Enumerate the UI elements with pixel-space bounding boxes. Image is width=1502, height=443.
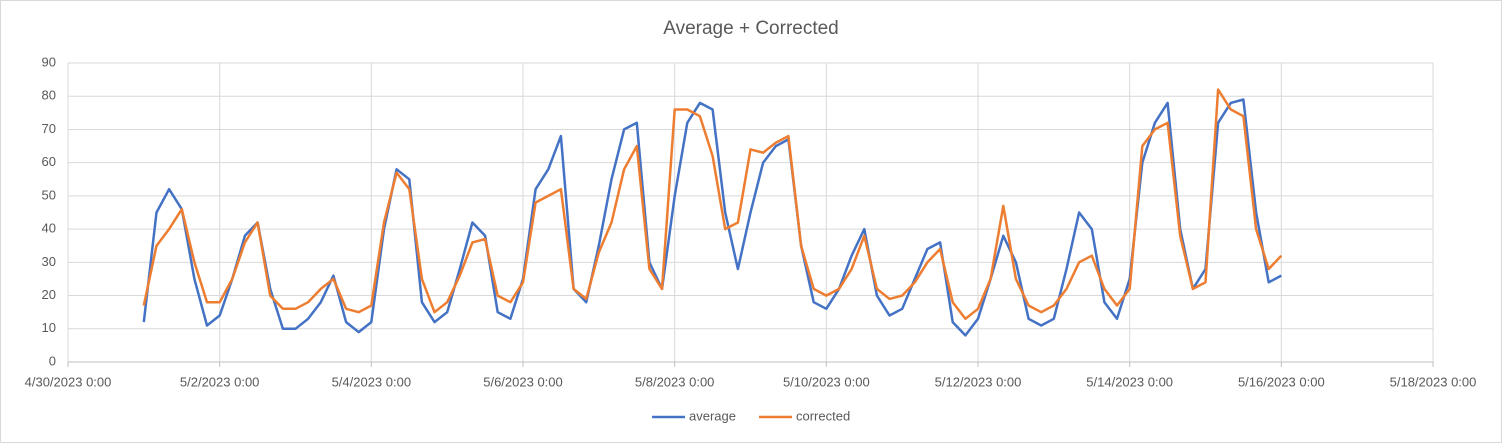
- y-tick-label: 90: [42, 54, 56, 69]
- x-tick-label: 5/6/2023 0:00: [483, 374, 563, 389]
- y-tick-label: 70: [42, 121, 56, 136]
- x-tick-label: 5/4/2023 0:00: [332, 374, 412, 389]
- y-tick-label: 50: [42, 187, 56, 202]
- legend-label: corrected: [796, 408, 850, 423]
- y-tick-label: 60: [42, 154, 56, 169]
- legend-label: average: [689, 408, 736, 423]
- chart-title: Average + Corrected: [663, 18, 839, 39]
- x-tick-label: 5/14/2023 0:00: [1086, 374, 1173, 389]
- y-tick-label: 0: [49, 353, 56, 368]
- x-tick-label: 5/12/2023 0:00: [935, 374, 1022, 389]
- y-tick-label: 30: [42, 254, 56, 269]
- data-line: [142, 88, 1283, 321]
- y-tick-label: 20: [42, 287, 56, 302]
- x-tick-label: 4/30/2023 0:00: [25, 374, 112, 389]
- x-tick-label: 5/16/2023 0:00: [1238, 374, 1325, 389]
- y-tick-label: 80: [42, 88, 56, 103]
- y-tick-label: 40: [42, 221, 56, 236]
- x-tick-label: 5/10/2023 0:00: [783, 374, 870, 389]
- x-tick-label: 5/18/2023 0:00: [1390, 374, 1477, 389]
- x-tick-label: 5/8/2023 0:00: [635, 374, 715, 389]
- data-line: [142, 98, 1282, 337]
- y-tick-label: 10: [42, 320, 56, 335]
- x-tick-label: 5/2/2023 0:00: [180, 374, 260, 389]
